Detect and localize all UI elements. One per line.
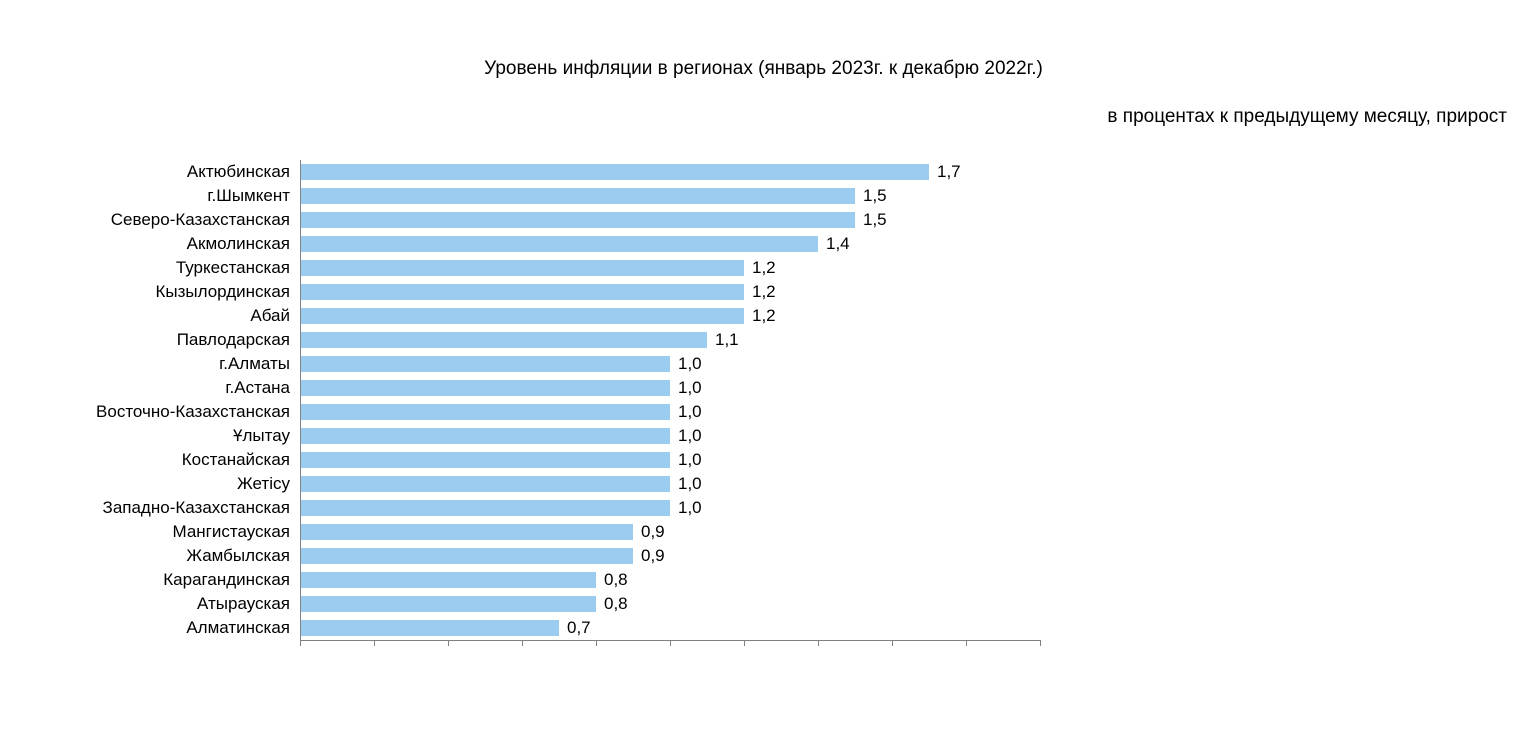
- bar-row: Карагандинская0,8: [300, 568, 1040, 592]
- x-tick: [744, 640, 745, 646]
- chart-subtitle: в процентах к предыдущему месяцу, прирос…: [1107, 106, 1507, 128]
- value-label: 1,7: [929, 160, 961, 184]
- bar-row: г.Астана1,0: [300, 376, 1040, 400]
- bar: [300, 500, 670, 516]
- x-tick: [448, 640, 449, 646]
- x-tick: [1040, 640, 1041, 646]
- bar: [300, 476, 670, 492]
- bar: [300, 428, 670, 444]
- bar-row: Западно-Казахстанская1,0: [300, 496, 1040, 520]
- value-label: 1,5: [855, 184, 887, 208]
- bar-row: г.Алматы1,0: [300, 352, 1040, 376]
- x-tick: [596, 640, 597, 646]
- category-label: г.Шымкент: [10, 184, 300, 208]
- value-label: 1,1: [707, 328, 739, 352]
- category-label: Павлодарская: [10, 328, 300, 352]
- bar: [300, 332, 707, 348]
- value-label: 1,5: [855, 208, 887, 232]
- value-label: 1,0: [670, 400, 702, 424]
- value-label: 0,9: [633, 520, 665, 544]
- x-tick: [300, 640, 301, 646]
- bar: [300, 524, 633, 540]
- bar-row: Костанайская1,0: [300, 448, 1040, 472]
- bar-row: Туркестанская1,2: [300, 256, 1040, 280]
- bar: [300, 572, 596, 588]
- value-label: 0,9: [633, 544, 665, 568]
- value-label: 1,4: [818, 232, 850, 256]
- bar: [300, 188, 855, 204]
- bar-row: Ұлытау1,0: [300, 424, 1040, 448]
- category-label: Кызылординская: [10, 280, 300, 304]
- value-label: 0,7: [559, 616, 591, 640]
- category-label: г.Астана: [10, 376, 300, 400]
- bar-row: Восточно-Казахстанская1,0: [300, 400, 1040, 424]
- category-label: Актюбинская: [10, 160, 300, 184]
- x-tick: [966, 640, 967, 646]
- value-label: 0,8: [596, 568, 628, 592]
- category-label: Ұлытау: [10, 424, 300, 448]
- bar: [300, 620, 559, 636]
- value-label: 1,0: [670, 472, 702, 496]
- value-label: 1,2: [744, 256, 776, 280]
- y-axis-line: [300, 160, 301, 640]
- category-label: Западно-Казахстанская: [10, 496, 300, 520]
- category-label: Жамбылская: [10, 544, 300, 568]
- bar-row: Абай1,2: [300, 304, 1040, 328]
- bar-row: Северо-Казахстанская1,5: [300, 208, 1040, 232]
- value-label: 1,0: [670, 376, 702, 400]
- plot-area: Актюбинская1,7г.Шымкент1,5Северо-Казахст…: [300, 160, 1040, 664]
- value-label: 0,8: [596, 592, 628, 616]
- category-label: Мангистауская: [10, 520, 300, 544]
- bar: [300, 380, 670, 396]
- category-label: Восточно-Казахстанская: [10, 400, 300, 424]
- category-label: Туркестанская: [10, 256, 300, 280]
- bar-row: Жетісу1,0: [300, 472, 1040, 496]
- bar-row: Кызылординская1,2: [300, 280, 1040, 304]
- value-label: 1,2: [744, 304, 776, 328]
- category-label: Жетісу: [10, 472, 300, 496]
- x-tick: [818, 640, 819, 646]
- bar-row: Актюбинская1,7: [300, 160, 1040, 184]
- bar: [300, 596, 596, 612]
- category-label: Карагандинская: [10, 568, 300, 592]
- bar: [300, 452, 670, 468]
- value-label: 1,0: [670, 448, 702, 472]
- value-label: 1,0: [670, 424, 702, 448]
- bar-row: г.Шымкент1,5: [300, 184, 1040, 208]
- category-label: Абай: [10, 304, 300, 328]
- category-label: Северо-Казахстанская: [10, 208, 300, 232]
- bar: [300, 548, 633, 564]
- chart-title: Уровень инфляции в регионах (январь 2023…: [0, 58, 1527, 80]
- category-label: Алматинская: [10, 616, 300, 640]
- chart-page: Уровень инфляции в регионах (январь 2023…: [0, 0, 1527, 735]
- bar: [300, 260, 744, 276]
- category-label: Атырауская: [10, 592, 300, 616]
- bar-row: Акмолинская1,4: [300, 232, 1040, 256]
- bar: [300, 404, 670, 420]
- value-label: 1,0: [670, 352, 702, 376]
- x-tick: [892, 640, 893, 646]
- bar-row: Жамбылская0,9: [300, 544, 1040, 568]
- bar: [300, 212, 855, 228]
- bar-row: Павлодарская1,1: [300, 328, 1040, 352]
- x-tick: [374, 640, 375, 646]
- category-label: Костанайская: [10, 448, 300, 472]
- bar: [300, 164, 929, 180]
- bar-row: Атырауская0,8: [300, 592, 1040, 616]
- x-tick: [670, 640, 671, 646]
- bar-row: Мангистауская0,9: [300, 520, 1040, 544]
- category-label: г.Алматы: [10, 352, 300, 376]
- bar: [300, 236, 818, 252]
- value-label: 1,0: [670, 496, 702, 520]
- value-label: 1,2: [744, 280, 776, 304]
- bar: [300, 284, 744, 300]
- bar-row: Алматинская0,7: [300, 616, 1040, 640]
- x-tick: [522, 640, 523, 646]
- category-label: Акмолинская: [10, 232, 300, 256]
- bar: [300, 308, 744, 324]
- bar: [300, 356, 670, 372]
